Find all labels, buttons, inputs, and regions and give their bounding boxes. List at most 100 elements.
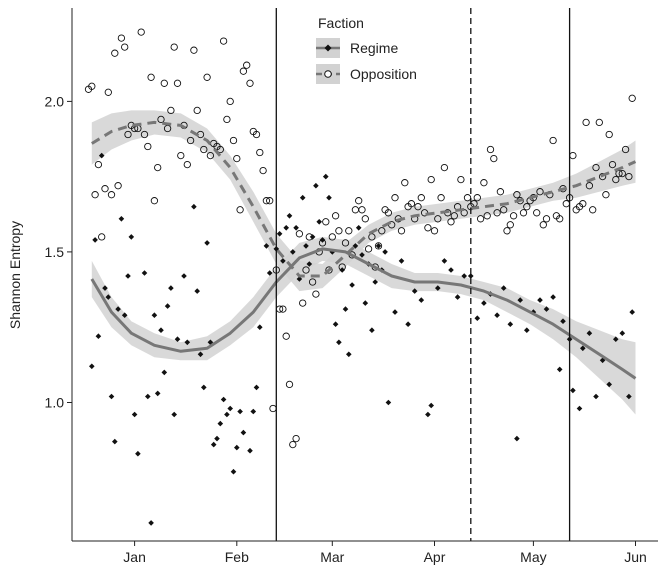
regime-point — [105, 294, 111, 300]
opposition-point — [295, 230, 304, 238]
regime-point — [234, 444, 240, 451]
opposition-point — [364, 245, 373, 253]
legend-marker-regime — [324, 44, 332, 52]
x-tick-label: Jun — [624, 549, 647, 565]
legend-marker-opposition — [324, 70, 332, 78]
opposition-point — [262, 197, 271, 205]
opposition-point — [549, 136, 557, 145]
regime-point — [151, 312, 158, 318]
regime-point — [154, 390, 161, 397]
opposition-point — [345, 227, 353, 235]
opposition-point — [101, 185, 109, 193]
smooth-line-opposition — [91, 120, 637, 278]
opposition-point — [556, 215, 564, 223]
regime-point — [352, 243, 359, 249]
opposition-point — [302, 266, 310, 274]
regime-point — [217, 420, 224, 427]
opposition-point — [167, 106, 175, 115]
regime-point — [517, 297, 523, 303]
opposition-point — [625, 172, 633, 181]
regime-point — [576, 405, 583, 412]
regime-point — [524, 327, 530, 333]
opposition-point — [98, 233, 106, 241]
regime-point — [435, 285, 441, 291]
regime-point — [280, 258, 286, 264]
regime-point — [128, 234, 135, 240]
opposition-point — [239, 67, 248, 75]
x-tick-label: Apr — [424, 549, 446, 565]
regime-point — [92, 237, 98, 243]
regime-point — [102, 285, 108, 291]
legend-label-regime: Regime — [350, 40, 398, 56]
opposition-point — [401, 179, 409, 187]
opposition-point — [200, 145, 208, 154]
regime-point — [626, 393, 632, 400]
y-tick-label: 2.0 — [45, 93, 65, 109]
opposition-point — [486, 145, 495, 154]
opposition-point — [519, 209, 528, 217]
opposition-point — [308, 278, 317, 286]
opposition-point — [190, 46, 198, 54]
regime-point — [253, 384, 260, 391]
regime-point — [164, 303, 171, 309]
opposition-point — [206, 151, 215, 160]
opposition-point — [539, 221, 547, 229]
event-lines — [275, 8, 571, 541]
opposition-point — [154, 163, 162, 172]
opposition-point — [299, 299, 307, 307]
opposition-point — [457, 175, 465, 184]
regime-point — [247, 447, 253, 454]
opposition-point — [384, 209, 393, 217]
opposition-point — [144, 142, 152, 151]
regime-point — [586, 330, 593, 336]
opposition-point — [618, 169, 626, 178]
regime-point — [194, 288, 200, 294]
y-axis-title: Shannon Entropy — [7, 221, 23, 329]
opposition-point — [440, 163, 449, 172]
opposition-point — [628, 94, 636, 102]
smooth-lines — [90, 120, 637, 380]
opposition-point — [325, 266, 333, 274]
regime-point — [467, 273, 474, 279]
regime-point — [158, 327, 164, 333]
opposition-point — [226, 97, 234, 106]
opposition-point — [223, 115, 231, 124]
y-axis-ticks: 1.0 1.5 2.0 — [45, 93, 72, 411]
opposition-point — [407, 200, 416, 208]
regime-point — [290, 249, 296, 255]
opposition-point — [506, 221, 514, 229]
regime-point — [283, 225, 289, 231]
opposition-point — [605, 130, 613, 139]
regime-point — [286, 213, 293, 219]
regime-point — [332, 321, 339, 327]
regime-point — [303, 243, 309, 249]
opposition-point — [147, 73, 155, 81]
opposition-point — [500, 206, 508, 214]
regime-point — [95, 333, 102, 339]
opposition-point — [312, 290, 320, 298]
regime-point — [266, 270, 273, 276]
regime-point — [372, 279, 378, 285]
regime-point — [135, 450, 141, 457]
opposition-point — [94, 160, 103, 169]
opposition-point — [91, 191, 99, 199]
regime-point — [118, 216, 125, 222]
regime-point — [359, 252, 365, 258]
regime-point — [560, 318, 566, 324]
opposition-point — [305, 233, 313, 241]
regime-point — [362, 300, 369, 306]
opposition-point — [173, 79, 182, 87]
opposition-point — [437, 194, 445, 202]
opposition-point — [473, 194, 481, 202]
regime-point — [98, 152, 105, 159]
regime-point — [606, 381, 612, 388]
regime-point — [494, 312, 500, 318]
opposition-point — [328, 233, 336, 241]
regime-point — [112, 438, 118, 445]
regime-point — [145, 393, 151, 400]
smooth-line-regime — [90, 247, 637, 380]
regime-point — [619, 330, 626, 336]
opposition-point — [266, 197, 274, 205]
